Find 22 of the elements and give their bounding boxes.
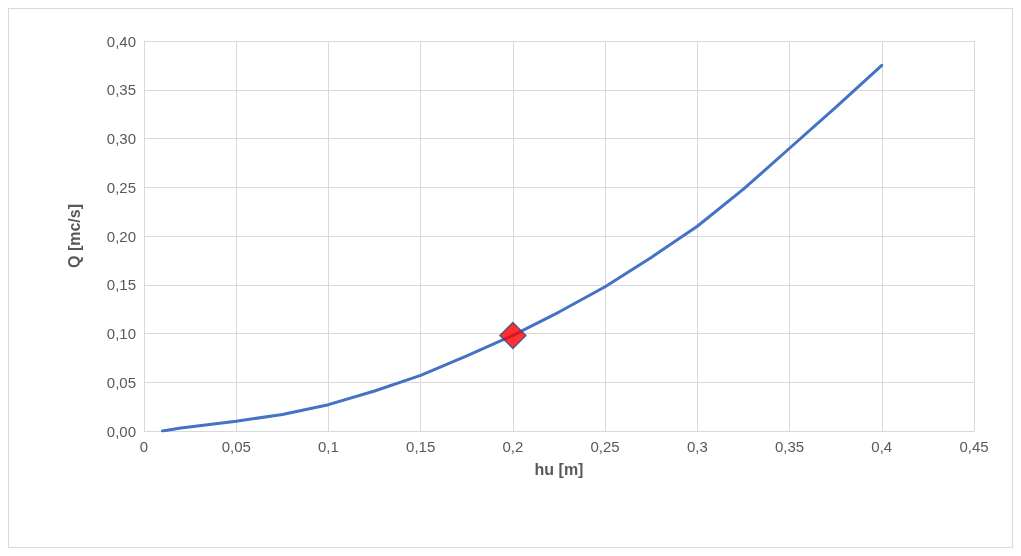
x-tick-label: 0,2 bbox=[502, 438, 524, 455]
y-tick-label: 0,40 bbox=[106, 32, 136, 50]
x-tick-label: 0,15 bbox=[406, 438, 436, 455]
y-tick-label: 0,05 bbox=[106, 373, 136, 391]
y-tick-label: 0,20 bbox=[106, 227, 136, 245]
x-tick-label: 0,1 bbox=[318, 438, 339, 455]
y-tick-label: 0,25 bbox=[106, 178, 136, 196]
y-axis-title: Q [mc/s] bbox=[65, 203, 83, 269]
y-tick-label: 0,35 bbox=[106, 81, 136, 99]
x-tick-label: 0,05 bbox=[221, 438, 251, 455]
x-tick-label: 0 bbox=[139, 438, 149, 455]
x-tick-label: 0,25 bbox=[590, 438, 620, 455]
x-tick-label: 0,35 bbox=[774, 438, 805, 455]
y-tick-label: 0,30 bbox=[106, 130, 136, 147]
x-tick-label: 0,3 bbox=[686, 438, 708, 455]
x-axis-title: hu [m] bbox=[534, 460, 584, 478]
y-tick-label: 0,10 bbox=[106, 325, 136, 342]
y-tick-label: 0,15 bbox=[106, 276, 136, 294]
line-series bbox=[160, 63, 884, 433]
x-tick-label: 0,4 bbox=[871, 438, 893, 455]
y-tick-label: 0,00 bbox=[106, 422, 136, 440]
x-tick-label: 0,45 bbox=[959, 438, 989, 455]
